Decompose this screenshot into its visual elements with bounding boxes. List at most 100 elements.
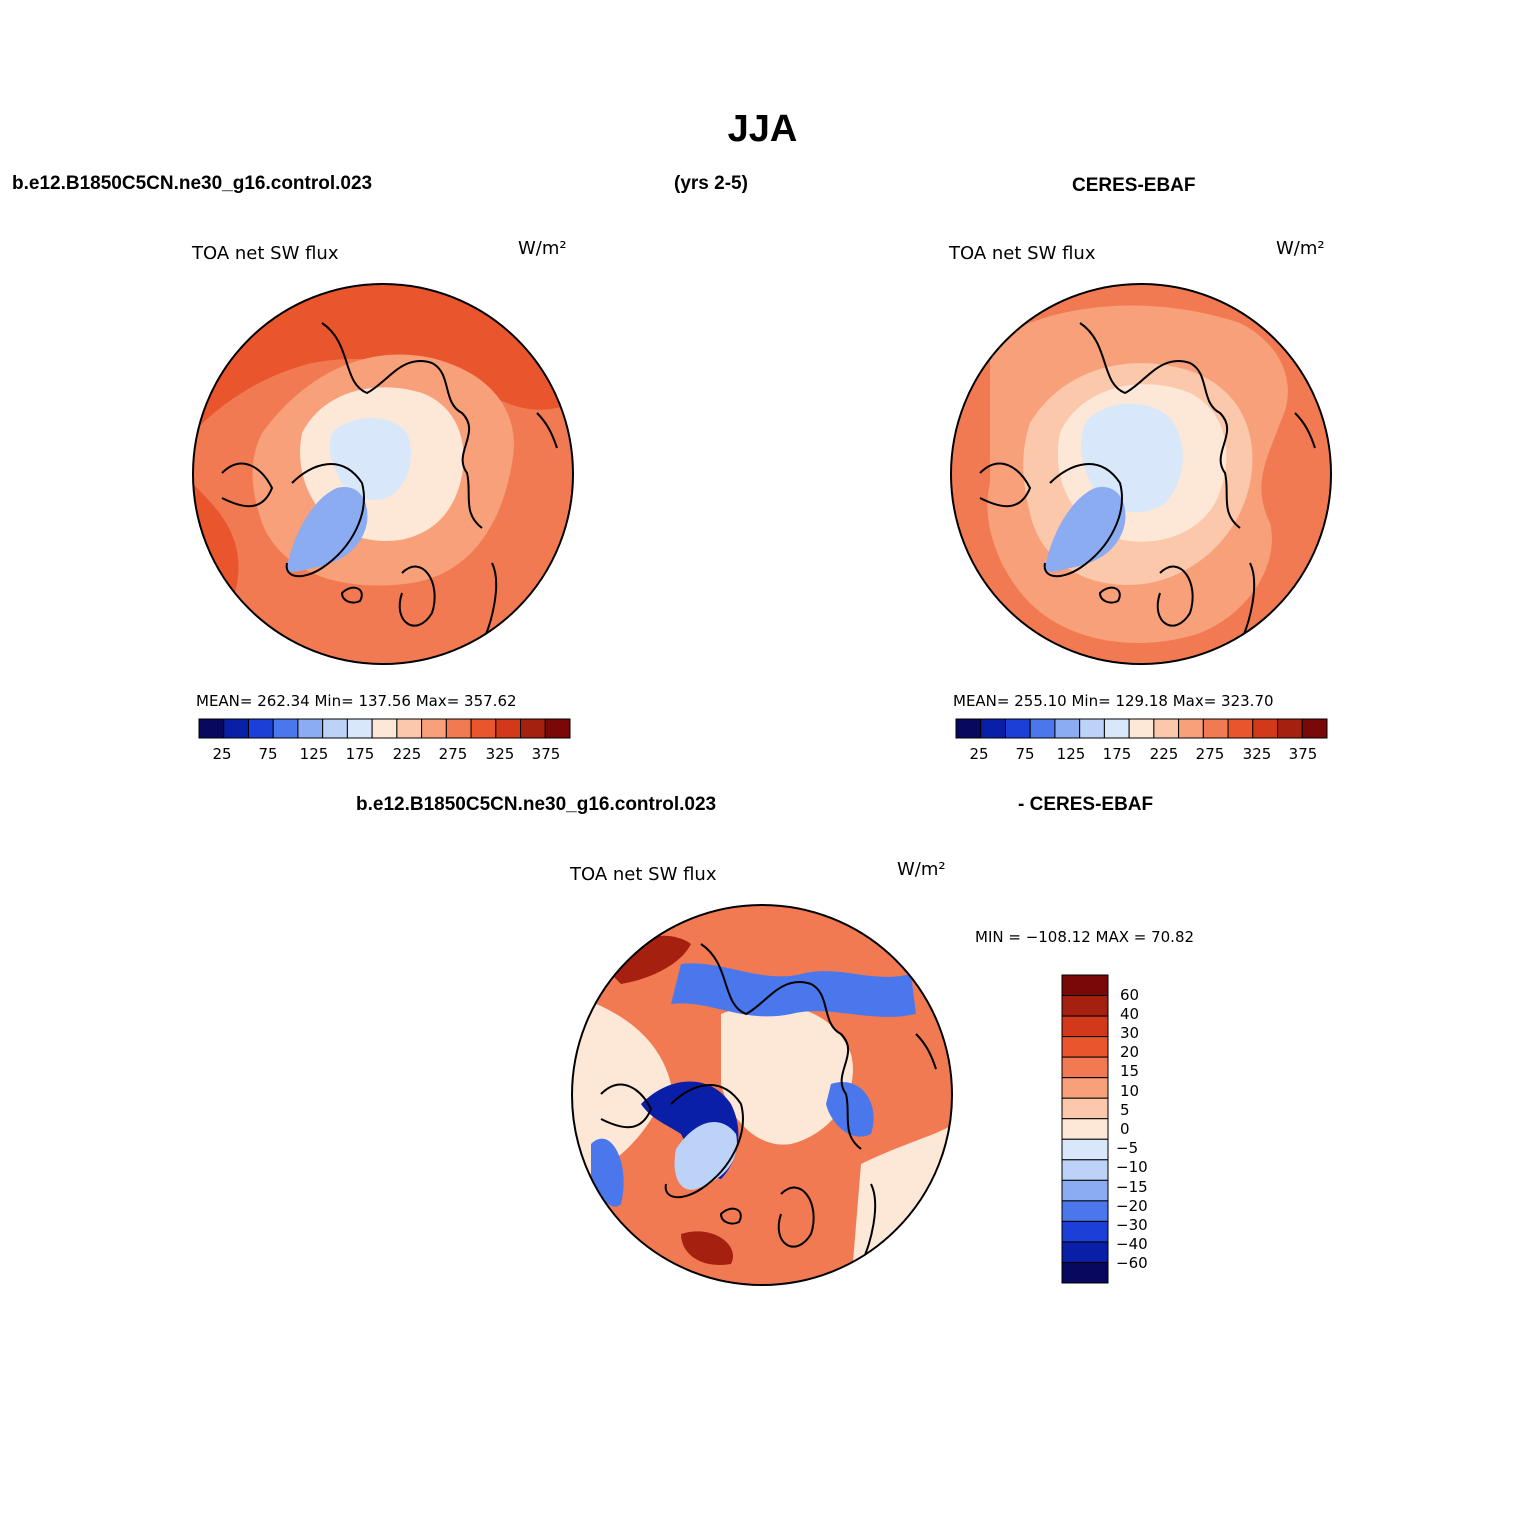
diff-stats: MIN = −108.12 MAX = 70.82 — [975, 928, 1195, 946]
colorbar-label: 225 — [392, 745, 422, 763]
colorbar-swatch — [980, 718, 1006, 739]
colorbar-swatch — [1061, 1200, 1109, 1222]
field-region-negative-band — [826, 1082, 874, 1137]
colorbar-label: −60 — [1116, 1254, 1148, 1272]
colorbar-label: −20 — [1116, 1197, 1148, 1215]
colorbar-label: 75 — [1015, 745, 1035, 763]
colorbar-label: −15 — [1116, 1178, 1148, 1196]
case-label: b.e12.B1850C5CN.ne30_g16.control.023 — [12, 173, 373, 194]
field-region-central-arctic — [329, 418, 411, 501]
field-region-negative-band — [591, 1138, 624, 1207]
model-stats: MEAN= 262.34 Min= 137.56 Max= 357.62 — [196, 692, 517, 710]
model-polar-map — [192, 283, 574, 665]
colorbar-swatch — [470, 718, 497, 739]
colorbar-label: 275 — [438, 745, 468, 763]
colorbar-swatch — [247, 718, 274, 739]
colorbar-swatch — [1079, 718, 1105, 739]
colorbar-swatch — [1227, 718, 1254, 739]
colorbar-swatch — [1252, 718, 1279, 739]
obs-label: CERES-EBAF — [1072, 175, 1196, 196]
field-region-strong-positive — [681, 1231, 733, 1265]
colorbar-label: −40 — [1116, 1235, 1148, 1253]
obs-panel-title: TOA net SW flux — [949, 243, 1096, 264]
colorbar-label: 15 — [1120, 1062, 1140, 1080]
colorbar-swatch — [1153, 718, 1180, 739]
colorbar-label: 325 — [485, 745, 515, 763]
colorbar-label: −5 — [1116, 1139, 1139, 1157]
colorbar-label: 75 — [258, 745, 278, 763]
field-region-pole — [1080, 403, 1183, 513]
colorbar-label: 125 — [299, 745, 329, 763]
colorbar-label: 125 — [1056, 745, 1086, 763]
colorbar-swatch — [1061, 1036, 1109, 1058]
field-region-greenland — [287, 487, 368, 572]
colorbar-swatch — [1061, 1179, 1109, 1202]
colorbar-label: 40 — [1120, 1005, 1140, 1023]
colorbar-label: 60 — [1120, 986, 1140, 1004]
figure-title: JJA — [727, 108, 798, 150]
colorbar-swatch — [1061, 995, 1109, 1017]
diff-panel-title: TOA net SW flux — [570, 864, 717, 885]
colorbar-label: 10 — [1120, 1082, 1140, 1100]
colorbar-swatch — [396, 718, 423, 739]
colorbar-swatch — [1054, 718, 1081, 739]
colorbar-label: 375 — [531, 745, 561, 763]
colorbar-label: 275 — [1195, 745, 1225, 763]
colorbar-label: 25 — [212, 745, 232, 763]
difference-colorbar — [1061, 974, 1109, 1284]
obs-stats: MEAN= 255.10 Min= 129.18 Max= 323.70 — [953, 692, 1274, 710]
colorbar-swatch — [346, 718, 373, 739]
colorbar-swatch — [1061, 1015, 1109, 1038]
field-region-mild-negative — [674, 1122, 737, 1190]
colorbar-swatch — [1202, 718, 1229, 739]
model-colorbar — [198, 718, 571, 739]
field-region-greenland — [1045, 487, 1126, 572]
colorbar-label: −30 — [1116, 1216, 1148, 1234]
colorbar-label: 25 — [969, 745, 989, 763]
colorbar-swatch — [297, 718, 324, 739]
colorbar-swatch — [544, 718, 571, 739]
colorbar-label: 5 — [1120, 1101, 1130, 1119]
diff-case-label: b.e12.B1850C5CN.ne30_g16.control.023 — [356, 794, 717, 815]
colorbar-swatch — [371, 718, 398, 739]
colorbar-swatch — [1301, 718, 1328, 739]
obs-colorbar — [955, 718, 1328, 739]
diff-panel-units: W/m² — [897, 859, 946, 880]
colorbar-swatch — [421, 718, 447, 739]
colorbar-label: −10 — [1116, 1158, 1148, 1176]
colorbar-swatch — [1178, 718, 1204, 739]
colorbar-swatch — [322, 718, 348, 739]
colorbar-swatch — [1061, 1077, 1109, 1099]
colorbar-swatch — [520, 718, 546, 739]
colorbar-swatch — [1061, 1118, 1109, 1140]
obs-polar-map — [950, 283, 1332, 665]
colorbar-label: 325 — [1242, 745, 1272, 763]
colorbar-swatch — [198, 718, 225, 739]
model-panel-units: W/m² — [518, 238, 567, 259]
diff-obs-label: - CERES-EBAF — [1018, 794, 1154, 815]
colorbar-swatch — [272, 718, 299, 739]
colorbar-swatch — [1277, 718, 1303, 739]
colorbar-swatch — [223, 718, 249, 739]
colorbar-swatch — [1103, 718, 1130, 739]
colorbar-swatch — [1004, 718, 1031, 739]
colorbar-swatch — [1061, 974, 1109, 997]
colorbar-label: 175 — [345, 745, 375, 763]
colorbar-label: 375 — [1288, 745, 1318, 763]
colorbar-label: 30 — [1120, 1024, 1140, 1042]
colorbar-swatch — [445, 718, 472, 739]
colorbar-swatch — [1061, 1138, 1109, 1161]
colorbar-label: 225 — [1149, 745, 1179, 763]
colorbar-label: 0 — [1120, 1120, 1130, 1138]
colorbar-swatch — [1061, 1261, 1109, 1284]
colorbar-swatch — [495, 718, 522, 739]
colorbar-swatch — [1128, 718, 1155, 739]
field-region-negative-band — [671, 963, 916, 1017]
colorbar-swatch — [1061, 1159, 1109, 1181]
colorbar-swatch — [955, 718, 982, 739]
obs-panel-units: W/m² — [1276, 238, 1325, 259]
colorbar-swatch — [1061, 1056, 1109, 1079]
difference-polar-map — [571, 904, 953, 1286]
field-region-near-zero — [721, 1004, 853, 1145]
colorbar-swatch — [1029, 718, 1056, 739]
